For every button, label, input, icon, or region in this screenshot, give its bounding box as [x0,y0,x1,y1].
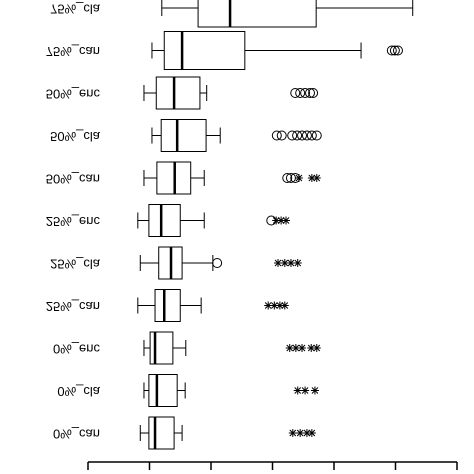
outlier [308,88,319,98]
outlier [307,174,316,182]
outlier [306,130,317,141]
outlier [272,216,281,225]
outlier [301,130,312,141]
outlier [392,45,403,56]
outlier [282,173,293,183]
category-label: 50%_enc [46,87,101,102]
outlier [277,216,286,225]
outlier-stroke [307,344,315,352]
outlier-stroke [294,387,302,394]
outlier [282,216,291,225]
outlier [307,429,316,437]
outlier [298,344,307,352]
outlier [287,130,298,141]
outlier [305,88,316,98]
outlier-stroke [276,302,284,309]
outlier-stroke [313,344,321,352]
outlier [386,45,397,56]
outlier-stroke [295,174,303,182]
category-label: 50%_cla [50,129,101,144]
outlier-stroke [303,429,311,437]
outlier-stroke [277,217,285,224]
outlier [271,130,282,141]
outlier-stroke [308,174,316,182]
category-label: 25%_can [46,299,100,314]
outlier-stroke [294,259,302,267]
category-label: 0%_cla [57,384,100,399]
category-label: 75%_cla [50,2,101,17]
outlier [300,88,311,98]
outlier-stroke [264,302,272,309]
box [197,0,317,28]
outlier [310,386,319,395]
outlier-stroke [272,217,280,224]
category-label: 75%_can [46,44,100,59]
outlier-stroke [298,344,306,352]
category-label: 25%_cla [50,257,101,272]
outlier-stroke [281,302,289,309]
outlier [307,344,316,352]
outlier [295,88,306,98]
outlier-stroke [287,259,295,267]
category-label: 0%_enc [53,342,100,357]
outlier [312,174,321,182]
box [148,374,178,407]
outlier [389,45,400,56]
outlier-stroke [282,217,290,224]
outlier-stroke [308,429,316,437]
box [155,76,201,110]
outlier-stroke [281,259,289,267]
outlier-stroke [301,387,309,394]
outlier [288,429,297,437]
outlier-stroke [292,344,300,352]
category-label: 0%_can [53,427,100,442]
outlier [212,258,223,268]
outlier [311,130,322,141]
outlier-stroke [311,387,319,394]
outlier [280,259,289,267]
outlier [293,386,302,395]
outlier-stroke [313,174,321,182]
outlier [296,429,305,437]
box [149,331,174,365]
category-label: 25%_enc [46,214,101,229]
outlier [297,130,308,141]
outlier [292,130,303,141]
outlier [276,130,287,141]
box [163,31,246,70]
outlier [290,88,301,98]
outlier-stroke [274,259,282,267]
outlier [301,386,310,395]
outlier [312,344,321,352]
outlier-stroke [289,429,297,437]
outlier [286,259,295,267]
outlier [291,344,300,352]
box [148,416,175,450]
outlier [274,259,283,267]
category-label: 50%_can [46,172,100,187]
outlier-stroke [270,302,278,309]
box [148,204,181,237]
outlier [293,259,302,267]
outlier-stroke [286,344,294,352]
outlier-stroke [296,429,304,437]
outlier [280,301,289,310]
box [160,119,207,152]
outlier [294,174,303,182]
box [154,289,181,322]
